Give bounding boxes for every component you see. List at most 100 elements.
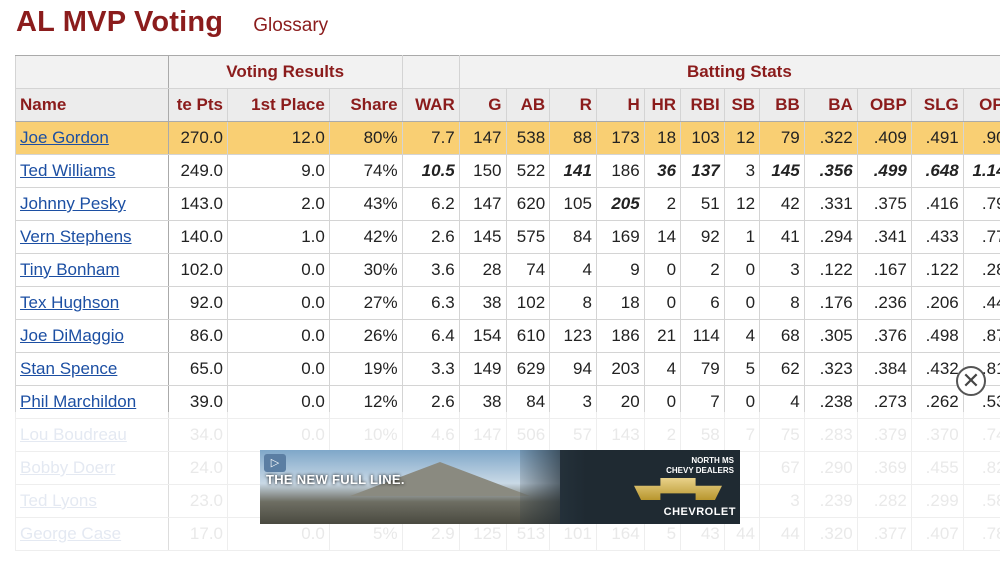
cell-first: 9.0 — [227, 154, 330, 188]
player-name-cell: Johnny Pesky — [15, 187, 169, 221]
cell-rbi: 92 — [680, 220, 725, 254]
column-header-h[interactable]: H — [595, 88, 645, 122]
cell-g: 154 — [458, 319, 507, 353]
cell-share: 42% — [328, 220, 403, 254]
column-header-name[interactable]: Name — [15, 88, 169, 122]
ad-brand: CHEVROLET — [663, 506, 736, 518]
column-header-g[interactable]: G — [458, 88, 507, 122]
column-header-pts[interactable]: te Pts — [167, 88, 229, 122]
cell-first: 1.0 — [227, 220, 330, 254]
column-header-war[interactable]: WAR — [401, 88, 460, 122]
column-header-ba[interactable]: BA — [803, 88, 858, 122]
column-header-r[interactable]: R — [549, 88, 597, 122]
cell-ab: 629 — [505, 352, 551, 386]
player-name-cell: Joe Gordon — [15, 121, 169, 155]
cell-g: 149 — [458, 352, 507, 386]
cell-first: 0.0 — [227, 352, 330, 386]
player-name-cell: Vern Stephens — [15, 220, 169, 254]
column-header-sb[interactable]: SB — [723, 88, 761, 122]
cell-ab: 102 — [505, 286, 551, 320]
table-row: Ted Williams 249.0 9.0 74% 10.5 150 522 141 186 3… — [15, 154, 1000, 188]
column-header-hr[interactable]: HR — [643, 88, 682, 122]
cell-r: 141 — [549, 154, 597, 188]
close-icon: ✕ — [961, 368, 981, 393]
cell-hr: 0 — [643, 253, 682, 287]
cell-pts: 102.0 — [167, 253, 229, 287]
player-name-cell: Tex Hughson — [15, 286, 169, 320]
cell-g: 147 — [458, 121, 507, 155]
cell-share: 19% — [328, 352, 403, 386]
cell-bb: 145 — [759, 154, 805, 188]
cell-ops: .900 — [962, 121, 1000, 155]
cell-first: 12.0 — [227, 121, 330, 155]
cell-obp: .236 — [856, 286, 912, 320]
cell-g: 28 — [458, 253, 507, 287]
column-header-slg[interactable]: SLG — [910, 88, 964, 122]
column-header-ops[interactable]: OPS — [962, 88, 1000, 122]
cell-ba: .176 — [803, 286, 858, 320]
cell-r: 94 — [549, 352, 597, 386]
cell-share: 30% — [328, 253, 403, 287]
close-ad-button[interactable]: ✕ — [956, 366, 986, 396]
cell-slg: .206 — [910, 286, 964, 320]
player-link[interactable]: Tex Hughson — [20, 293, 120, 312]
cell-r: 105 — [549, 187, 597, 221]
cell-ba: .322 — [803, 121, 858, 155]
cell-ba: .331 — [803, 187, 858, 221]
cell-pts: 65.0 — [167, 352, 229, 386]
cell-pts: 143.0 — [167, 187, 229, 221]
cell-sb: 0 — [723, 286, 761, 320]
cell-ba: .294 — [803, 220, 858, 254]
player-link[interactable]: Phil Marchildon — [20, 392, 137, 411]
table-row: Vern Stephens 140.0 1.0 42% 2.6 145 575 84 169 14… — [15, 220, 1000, 254]
cell-r: 123 — [549, 319, 597, 353]
group-header-row: Voting Results Batting Stats — [15, 55, 1000, 89]
column-header-bb[interactable]: BB — [759, 88, 805, 122]
cell-bb: 68 — [759, 319, 805, 353]
table-row: Joe DiMaggio 86.0 0.0 26% 6.4 154 610 123 186 21 1… — [15, 319, 1000, 353]
cell-r: 8 — [549, 286, 597, 320]
column-header-share[interactable]: Share — [328, 88, 403, 122]
table-row: Tiny Bonham 102.0 0.0 30% 3.6 28 74 4 9 0 2 0 3.122.… — [15, 253, 1000, 287]
cell-rbi: 114 — [680, 319, 725, 353]
adchoices-icon[interactable]: ▷ — [264, 454, 286, 472]
player-link[interactable]: Joe DiMaggio — [20, 326, 124, 345]
table-row: Tex Hughson 92.0 0.0 27% 6.3 38 102 8 18 0 6 0 8.176… — [15, 286, 1000, 320]
glossary-link[interactable]: Glossary — [253, 15, 329, 36]
cell-g: 150 — [458, 154, 507, 188]
ad-dealer-line2: CHEVY DEALERS — [666, 466, 734, 475]
cell-hr: 36 — [643, 154, 682, 188]
player-link[interactable]: Vern Stephens — [20, 227, 132, 246]
cell-sb: 0 — [723, 253, 761, 287]
player-link[interactable]: Joe Gordon — [20, 128, 109, 147]
ad-headline: THE NEW FULL LINE. — [266, 472, 405, 487]
cell-h: 203 — [595, 352, 645, 386]
cell-share: 26% — [328, 319, 403, 353]
player-link[interactable]: Johnny Pesky — [20, 194, 126, 213]
cell-obp: .375 — [856, 187, 912, 221]
column-header-obp[interactable]: OBP — [856, 88, 912, 122]
cell-h: 169 — [595, 220, 645, 254]
cell-g: 38 — [458, 286, 507, 320]
player-name-cell: Tiny Bonham — [15, 253, 169, 287]
cell-h: 186 — [595, 319, 645, 353]
player-link[interactable]: Ted Williams — [20, 161, 116, 180]
cell-sb: 5 — [723, 352, 761, 386]
cell-share: 74% — [328, 154, 403, 188]
cell-rbi: 137 — [680, 154, 725, 188]
cell-slg: .122 — [910, 253, 964, 287]
column-header-rbi[interactable]: RBI — [680, 88, 725, 122]
cell-bb: 3 — [759, 253, 805, 287]
cell-ab: 610 — [505, 319, 551, 353]
player-link[interactable]: Tiny Bonham — [20, 260, 120, 279]
cell-r: 84 — [549, 220, 597, 254]
column-header-ab[interactable]: AB — [505, 88, 551, 122]
cell-bb: 42 — [759, 187, 805, 221]
chevrolet-banner-ad[interactable]: ▷ THE NEW FULL LINE. NORTH MS CHEVY DEAL… — [260, 450, 740, 524]
player-link[interactable]: Stan Spence — [20, 359, 118, 378]
cell-war: 3.3 — [401, 352, 460, 386]
column-header-first[interactable]: 1st Place — [227, 88, 330, 122]
cell-r: 4 — [549, 253, 597, 287]
cell-r: 88 — [549, 121, 597, 155]
mountain-shape — [350, 462, 530, 496]
